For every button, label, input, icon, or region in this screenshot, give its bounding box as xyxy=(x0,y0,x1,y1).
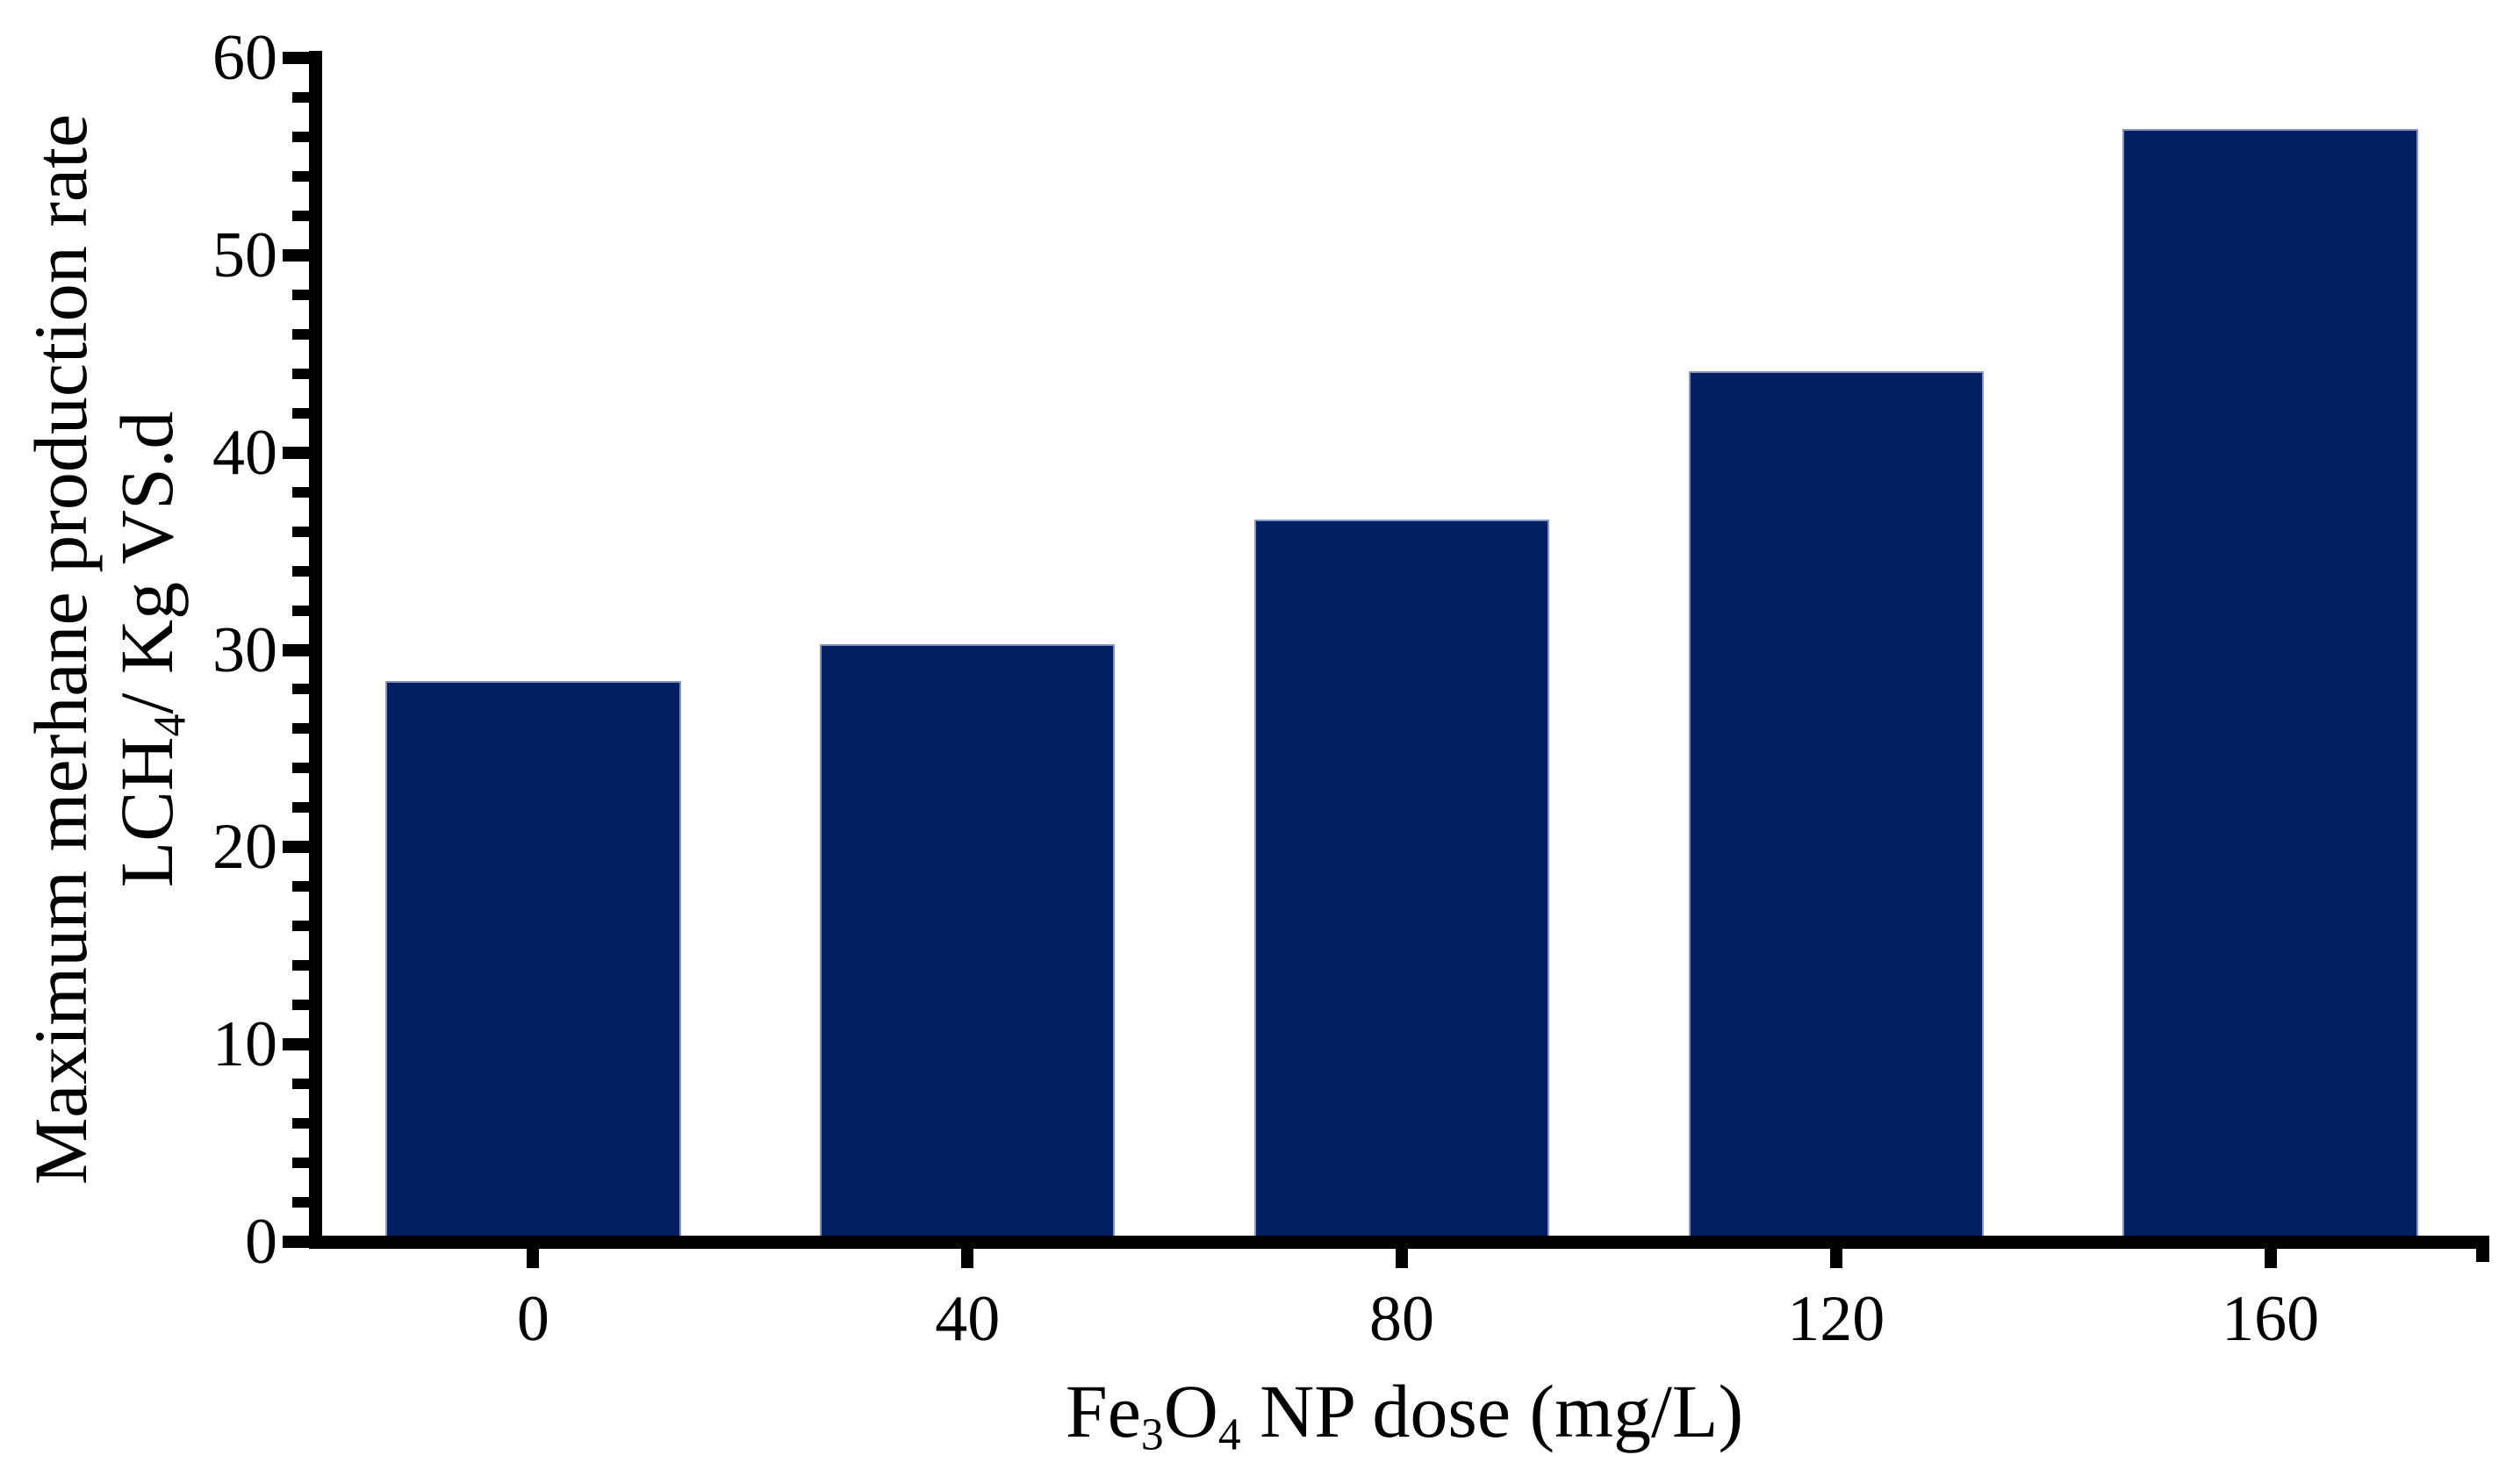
x-axis-line xyxy=(309,1236,2489,1249)
x-tick xyxy=(1396,1249,1408,1268)
y-minor-tick xyxy=(292,684,309,695)
y-minor-tick xyxy=(292,170,309,182)
y-minor-tick xyxy=(292,565,309,577)
y-minor-tick xyxy=(292,605,309,616)
bar xyxy=(819,643,1116,1247)
x-tick-label: 120 xyxy=(1787,1283,1885,1355)
x-axis-title: Fe3O4 NP dose (mg/L) xyxy=(1065,1369,1744,1460)
bar xyxy=(1688,371,1985,1247)
y-minor-tick xyxy=(292,1079,309,1090)
y-minor-tick xyxy=(292,921,309,932)
y-minor-tick xyxy=(292,802,309,814)
y-minor-tick xyxy=(292,486,309,498)
x-tick xyxy=(1829,1249,1842,1268)
y-minor-tick xyxy=(292,131,309,142)
y-major-tick xyxy=(283,643,309,656)
x-tick-label: 40 xyxy=(935,1283,1001,1355)
x-tick xyxy=(527,1249,540,1268)
y-minor-tick xyxy=(292,1000,309,1011)
y-minor-tick xyxy=(292,368,309,379)
y-minor-tick xyxy=(292,289,309,300)
y-minor-tick xyxy=(292,328,309,340)
y-major-tick xyxy=(283,248,309,262)
y-axis-line xyxy=(309,51,322,1249)
y-minor-tick xyxy=(292,881,309,893)
y-minor-tick xyxy=(292,210,309,221)
y-minor-tick xyxy=(292,763,309,774)
bar xyxy=(1253,520,1550,1247)
y-minor-tick xyxy=(292,526,309,537)
x-tick xyxy=(961,1249,974,1268)
y-tick-label: 10 xyxy=(212,1008,277,1081)
y-major-tick xyxy=(283,446,309,459)
y-major-tick xyxy=(283,1038,309,1051)
y-tick-label: 40 xyxy=(212,416,277,489)
y-tick-label: 50 xyxy=(212,219,277,291)
x-tick-label: 80 xyxy=(1369,1283,1434,1355)
x-tick-label: 0 xyxy=(516,1283,549,1355)
y-minor-tick xyxy=(292,1118,309,1129)
y-minor-tick xyxy=(292,1158,309,1169)
y-minor-tick xyxy=(292,91,309,103)
y-tick-label: 0 xyxy=(245,1206,277,1278)
y-minor-tick xyxy=(292,723,309,735)
y-major-tick xyxy=(283,52,309,64)
y-tick-label: 20 xyxy=(212,811,277,884)
bar xyxy=(2122,128,2418,1247)
y-major-tick xyxy=(283,1236,309,1248)
x-tick xyxy=(2264,1249,2277,1268)
y-minor-tick xyxy=(292,407,309,419)
y-minor-tick xyxy=(292,1197,309,1208)
x-tick-label: 160 xyxy=(2222,1283,2320,1355)
x-axis-end-tick xyxy=(2476,1236,2489,1262)
y-tick-label: 30 xyxy=(212,613,277,686)
y-major-tick xyxy=(283,841,309,854)
bar xyxy=(385,681,681,1247)
y-tick-label: 60 xyxy=(212,22,277,94)
y-minor-tick xyxy=(292,960,309,971)
